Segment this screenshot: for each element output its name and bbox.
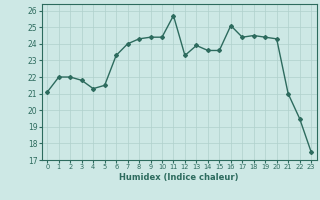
X-axis label: Humidex (Indice chaleur): Humidex (Indice chaleur) (119, 173, 239, 182)
